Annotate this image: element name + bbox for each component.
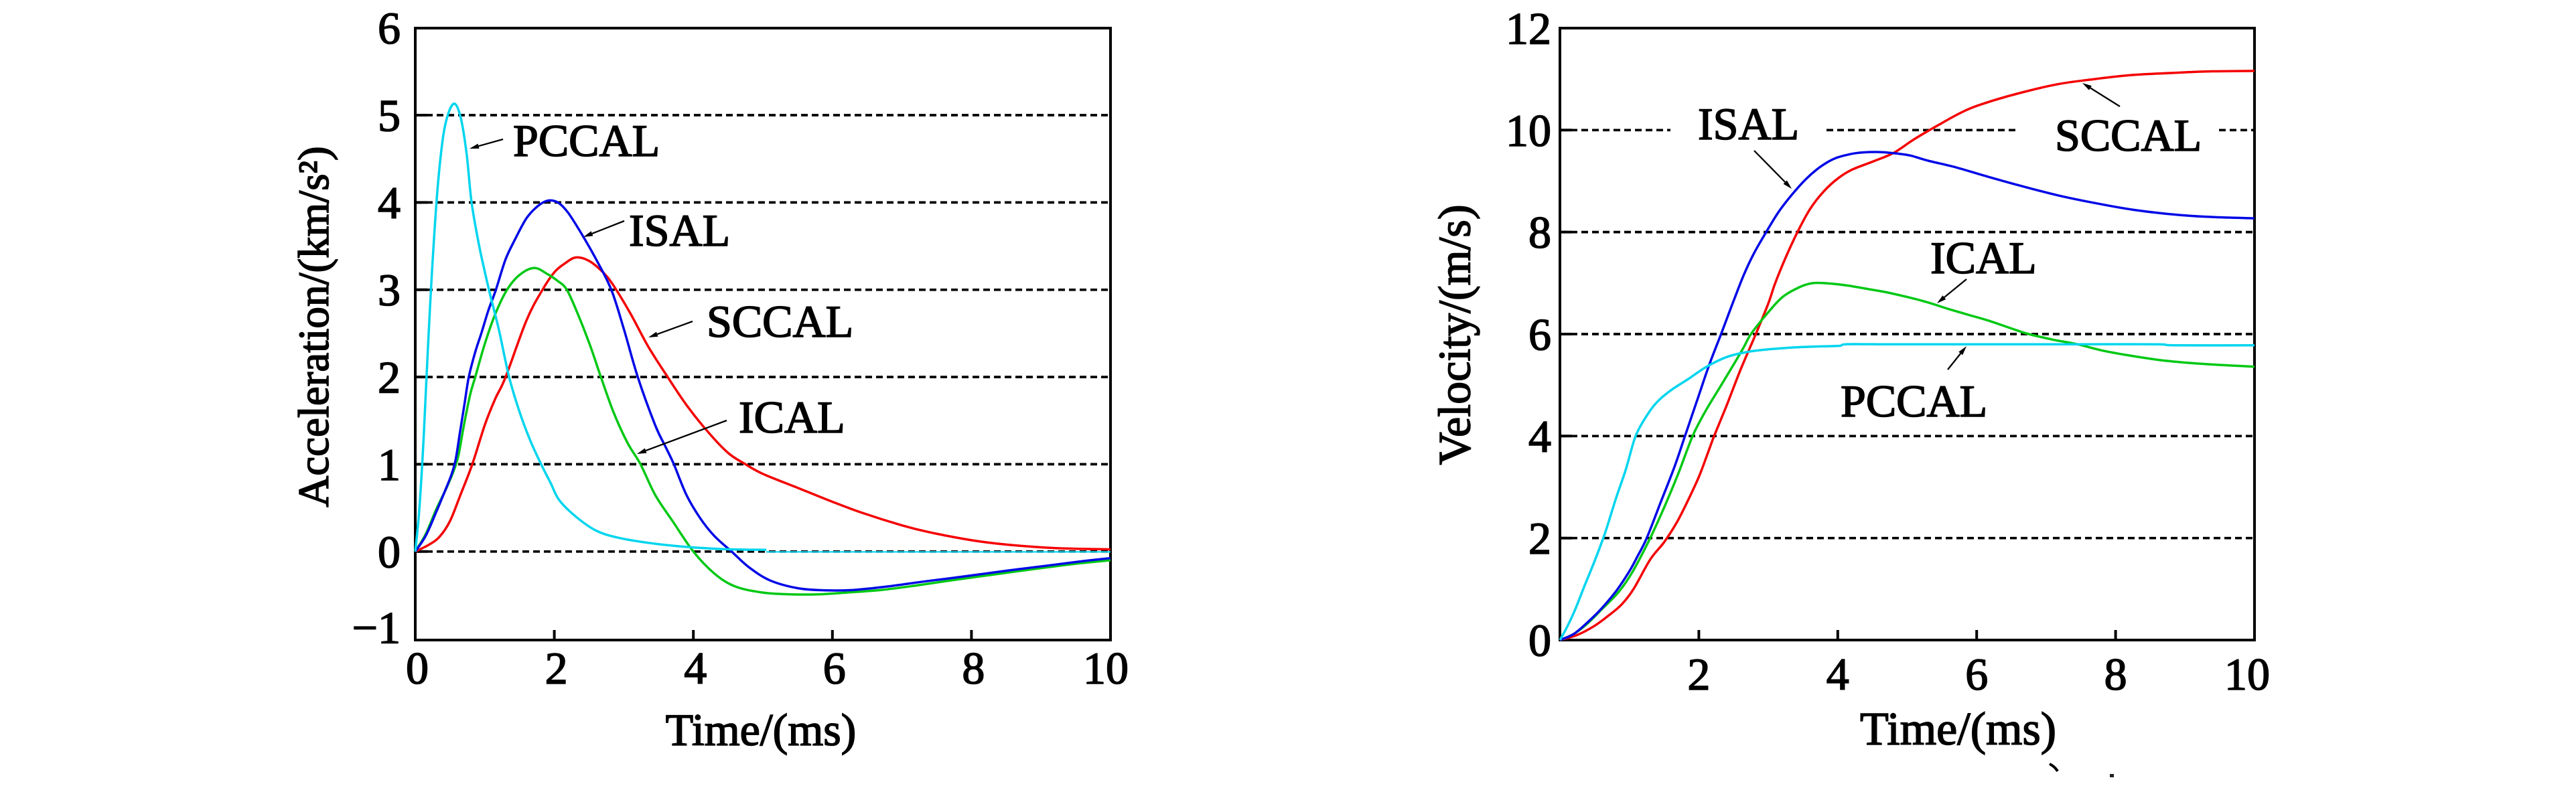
svg-text:10: 10 (1083, 643, 1129, 694)
svg-text:8: 8 (962, 643, 985, 694)
svg-text:Velocity/(m/s): Velocity/(m/s) (1429, 204, 1480, 465)
svg-text:10: 10 (2224, 649, 2270, 700)
svg-text:6: 6 (823, 643, 846, 694)
svg-text:SCCAL: SCCAL (707, 296, 853, 347)
svg-text:5: 5 (378, 90, 401, 141)
svg-text:0: 0 (1528, 615, 1551, 666)
svg-text:8: 8 (2104, 649, 2127, 700)
svg-text:3: 3 (378, 264, 401, 315)
svg-text:10: 10 (1506, 105, 1551, 156)
svg-text:8: 8 (1528, 207, 1551, 258)
svg-text:4: 4 (1528, 411, 1551, 462)
svg-text:SCCAL: SCCAL (2055, 110, 2202, 161)
svg-text:2: 2 (1687, 649, 1710, 700)
svg-text:6: 6 (1528, 309, 1551, 360)
svg-text:ICAL: ICAL (1930, 232, 2037, 283)
svg-text:4: 4 (378, 177, 401, 228)
svg-text:2: 2 (378, 352, 401, 403)
svg-text:6: 6 (378, 3, 401, 54)
svg-text:Time/(ms): Time/(ms) (666, 704, 857, 755)
svg-text:Time/(ms): Time/(ms) (1860, 704, 2056, 755)
svg-text:4: 4 (684, 643, 707, 694)
svg-text:ISAL: ISAL (1698, 98, 1799, 149)
svg-text:1: 1 (378, 439, 401, 490)
svg-text:2: 2 (545, 643, 568, 694)
svg-text:0: 0 (406, 643, 429, 694)
svg-text:2: 2 (1528, 513, 1551, 564)
svg-text:Acceleration/(km/s²): Acceleration/(km/s²) (290, 146, 338, 507)
svg-text:PCCAL: PCCAL (1841, 376, 1987, 426)
svg-text:12: 12 (1506, 3, 1551, 54)
svg-text:ISAL: ISAL (629, 205, 730, 256)
svg-text:PCCAL: PCCAL (513, 115, 660, 166)
svg-text:6: 6 (1965, 649, 1988, 700)
svg-text:−1: −1 (352, 603, 401, 653)
svg-text:0: 0 (378, 526, 401, 577)
svg-text:ICAL: ICAL (739, 392, 845, 443)
svg-text:4: 4 (1827, 649, 1849, 700)
